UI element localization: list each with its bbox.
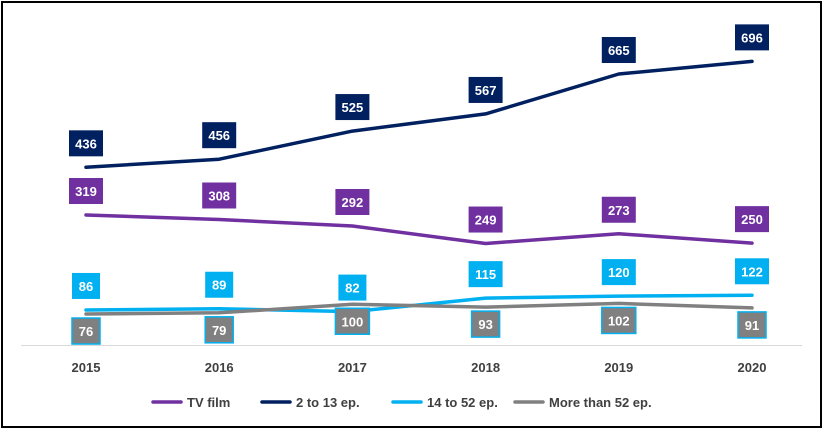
- data-label-2-to-13-ep-2018: 567: [468, 76, 503, 103]
- x-tick-label-2017: 2017: [338, 360, 367, 375]
- data-label-box: [335, 94, 370, 121]
- data-label-tv-film-2018: 249: [468, 206, 503, 233]
- x-tick-label-2019: 2019: [604, 360, 633, 375]
- data-label-box: [737, 311, 767, 339]
- data-label-box: [202, 182, 237, 209]
- data-label-box: [335, 189, 370, 216]
- data-label-box: [601, 37, 636, 64]
- data-label-tv-film-2015: 319: [69, 178, 103, 205]
- data-label-box: [470, 310, 501, 338]
- data-label-text: 273: [608, 203, 630, 218]
- data-label-box: [601, 306, 637, 335]
- data-label-2-to-13-ep-2016: 456: [202, 122, 237, 149]
- data-label-box: [334, 307, 371, 335]
- data-label-text: 319: [75, 184, 97, 199]
- series-line-tv-film: [84, 213, 754, 246]
- data-label-text: 436: [75, 136, 97, 151]
- data-label-14-to-52-ep-2016: 89: [205, 271, 234, 298]
- data-label-text: 100: [342, 314, 364, 329]
- series-line-more-than-52-ep: [84, 301, 754, 316]
- data-label-text: 249: [475, 213, 497, 228]
- data-label-box: [468, 76, 503, 103]
- data-label-more-than-52-ep-2016: 79: [204, 316, 234, 344]
- legend-label: 2 to 13 ep.: [296, 395, 360, 410]
- data-label-box: [601, 196, 636, 223]
- x-tick-label-2016: 2016: [205, 360, 234, 375]
- data-label-14-to-52-ep-2020: 122: [735, 258, 769, 285]
- data-label-text: 292: [342, 195, 364, 210]
- data-label-more-than-52-ep-2017: 100: [334, 307, 371, 335]
- data-label-box: [735, 258, 769, 285]
- data-label-14-to-52-ep-2015: 86: [72, 272, 100, 299]
- data-label-box: [338, 274, 367, 301]
- data-label-box: [468, 261, 503, 288]
- data-label-text: 93: [478, 317, 492, 332]
- data-label-tv-film-2019: 273: [601, 196, 636, 223]
- data-label-text: 76: [79, 324, 93, 339]
- legend-label: More than 52 ep.: [549, 395, 652, 410]
- legend-item-tv-film: TV film: [151, 395, 230, 410]
- data-label-2-to-13-ep-2017: 525: [335, 94, 370, 121]
- data-label-text: 250: [741, 212, 763, 227]
- data-label-text: 82: [345, 281, 359, 296]
- data-label-text: 456: [208, 128, 230, 143]
- data-label-box: [601, 259, 636, 286]
- data-label-text: 115: [475, 267, 496, 282]
- data-label-more-than-52-ep-2019: 102: [601, 306, 637, 335]
- data-label-text: 79: [212, 323, 226, 338]
- data-label-text: 91: [745, 318, 759, 333]
- data-label-box: [202, 122, 237, 149]
- data-label-box: [468, 206, 503, 233]
- data-label-box: [205, 271, 234, 298]
- x-tick-label-2015: 2015: [72, 360, 101, 375]
- legend-label: 14 to 52 ep.: [427, 395, 498, 410]
- data-label-box: [735, 24, 769, 51]
- data-label-14-to-52-ep-2019: 120: [601, 259, 636, 286]
- data-label-more-than-52-ep-2020: 91: [737, 311, 767, 339]
- data-label-tv-film-2016: 308: [202, 182, 237, 209]
- data-label-text: 696: [741, 30, 763, 45]
- series-line-2-to-13-ep: [84, 59, 754, 170]
- data-label-more-than-52-ep-2015: 76: [71, 317, 101, 345]
- x-tick-label-2020: 2020: [738, 360, 767, 375]
- data-label-text: 525: [342, 100, 364, 115]
- data-label-text: 308: [208, 188, 230, 203]
- data-label-text: 567: [475, 83, 497, 98]
- data-label-14-to-52-ep-2017: 82: [338, 274, 367, 301]
- data-label-text: 102: [608, 313, 630, 328]
- data-label-2-to-13-ep-2020: 696: [735, 24, 769, 51]
- data-label-text: 122: [741, 264, 763, 279]
- data-label-14-to-52-ep-2018: 115: [468, 261, 503, 288]
- legend-item-2-to-13-ep: 2 to 13 ep.: [260, 395, 360, 410]
- legend-label: TV film: [187, 395, 230, 410]
- x-tick-label-2018: 2018: [471, 360, 500, 375]
- data-label-box: [72, 272, 100, 299]
- data-label-box: [735, 206, 769, 233]
- data-label-box: [69, 130, 103, 157]
- data-label-2-to-13-ep-2019: 665: [601, 37, 636, 64]
- data-label-box: [69, 178, 103, 205]
- legend-item-14-to-52-ep: 14 to 52 ep.: [391, 395, 498, 410]
- data-label-tv-film-2020: 250: [735, 206, 769, 233]
- data-label-text: 665: [608, 43, 630, 58]
- data-label-text: 120: [608, 265, 630, 280]
- data-label-text: 86: [79, 279, 93, 294]
- data-label-box: [71, 317, 101, 345]
- data-label-box: [204, 316, 234, 344]
- legend-item-more-than-52-ep: More than 52 ep.: [513, 395, 652, 410]
- data-label-text: 89: [212, 278, 226, 293]
- data-label-tv-film-2017: 292: [335, 189, 370, 216]
- data-label-more-than-52-ep-2018: 93: [470, 310, 501, 338]
- data-label-2-to-13-ep-2015: 436: [69, 130, 103, 157]
